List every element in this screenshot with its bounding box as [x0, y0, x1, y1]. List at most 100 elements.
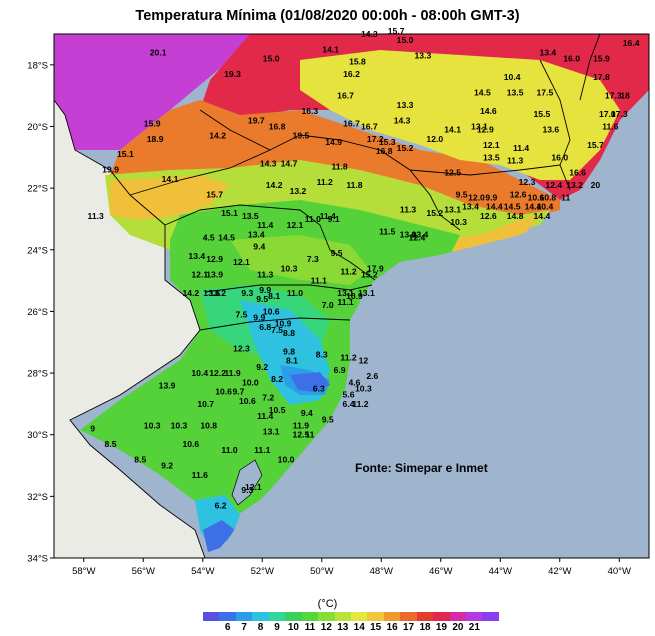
station-value: 17.0 — [599, 109, 616, 119]
station-value: 6.2 — [215, 501, 227, 511]
colorbar-swatch — [318, 612, 335, 621]
station-value: 17.5 — [537, 88, 554, 98]
station-value: 12.2 — [209, 368, 226, 378]
station-value: 18.9 — [147, 134, 164, 144]
station-value: 14.5 — [474, 88, 491, 98]
station-value: 8.5 — [105, 439, 117, 449]
station-value: 14.1 — [444, 125, 461, 135]
station-value: 13.4 — [462, 202, 479, 212]
station-value: 9.9 — [259, 285, 271, 295]
y-tick-label: 26°S — [27, 307, 48, 318]
station-value: 14.4 — [534, 211, 551, 221]
station-value: 15.0 — [263, 54, 280, 64]
station-value: 7.5 — [235, 309, 247, 319]
colorbar-swatch — [433, 612, 450, 621]
station-value: 11 — [305, 430, 314, 440]
station-value: 12.9 — [206, 254, 223, 264]
station-value: 4.5 — [203, 232, 215, 242]
colorbar-label: 15 — [370, 622, 382, 633]
station-value: 16.7 — [337, 91, 354, 101]
x-tick-label: 42°W — [548, 566, 571, 577]
colorbar-unit: (°C) — [317, 598, 338, 610]
colorbar-swatch — [268, 612, 286, 621]
station-value: 17.8 — [593, 72, 610, 82]
station-value: 9.8 — [283, 346, 295, 356]
axis-ticks: 58°W 56°W 54°W 52°W 50°W 48°W 46°W 44°W 42°W 40°W… — [27, 60, 631, 577]
station-value: 13.5 — [242, 211, 259, 221]
station-value: 12.5 — [293, 430, 310, 440]
station-value: 4.6 — [348, 377, 360, 387]
station-value: 5.6 — [343, 390, 355, 400]
station-value: 11.4 — [320, 211, 336, 221]
map-title: Temperatura Mínima (01/08/2020 00:00h - … — [135, 8, 520, 24]
colorbar-labels: 6 7 8 9 10 11 12 13 14 15 16 17 18 19 20 21 — [203, 622, 499, 636]
station-value: 7.2 — [262, 393, 274, 403]
colorbar-label: 12 — [320, 622, 332, 633]
station-value: 11.1 — [254, 445, 270, 455]
colorbar-label: 8 — [257, 622, 264, 633]
station-value: 16.6 — [569, 168, 586, 178]
station-value: 6.9 — [334, 365, 346, 375]
x-tick-label: 44°W — [489, 566, 512, 577]
station-value: 8.1 — [286, 356, 298, 366]
station-value: 9.4 — [253, 242, 265, 252]
station-value: 11.5 — [379, 226, 395, 236]
station-value: 20 — [591, 180, 601, 190]
station-value: 13.2 — [566, 180, 583, 190]
colorbar-swatch — [235, 612, 253, 621]
land-west — [54, 34, 205, 558]
station-value: 9.3 — [241, 288, 253, 298]
x-tick-label: 50°W — [310, 566, 333, 577]
station-value: 16.3 — [301, 106, 318, 116]
x-tick-label: 52°W — [251, 566, 274, 577]
station-value: 16.2 — [343, 69, 360, 79]
station-value: 10.8 — [539, 192, 556, 202]
station-value: 10.6 — [215, 387, 232, 397]
station-value: 15.1 — [117, 149, 134, 159]
station-value: 13.1 — [444, 205, 461, 215]
colorbar-swatch — [203, 612, 220, 621]
station-value: 15.0 — [397, 35, 414, 45]
station-value: 14.8 — [507, 211, 524, 221]
station-value: 13.3 — [415, 51, 432, 61]
station-value: 9.5 — [456, 189, 468, 199]
station-value: 14.1 — [162, 174, 179, 184]
station-value: 13.2 — [209, 288, 226, 298]
station-value: 11.3 — [257, 269, 273, 279]
station-value: 14.3 — [361, 29, 378, 39]
colorbar-swatch — [252, 612, 269, 621]
colorbar-swatch — [416, 612, 434, 621]
colorbar-swatch — [219, 612, 236, 621]
colorbar-label: 10 — [287, 622, 299, 633]
station-value: 14.9 — [325, 137, 342, 147]
station-value: 14.5 — [218, 232, 235, 242]
y-tick-label: 30°S — [27, 430, 48, 441]
station-value: 8.8 — [283, 328, 295, 338]
station-value: 12.1 — [483, 140, 500, 150]
station-value: 15.2 — [426, 208, 443, 218]
colorbar-swatch — [482, 612, 499, 621]
station-value: 10.6 — [182, 439, 199, 449]
y-tick-label: 34°S — [27, 554, 48, 565]
colorbar-label: 17 — [402, 622, 415, 633]
station-value: 14.5 — [504, 202, 521, 212]
station-value: 16.0 — [563, 54, 580, 64]
station-value: 15.9 — [144, 118, 161, 128]
station-value: 11.4 — [257, 411, 273, 421]
station-value: 12.1 — [191, 269, 208, 279]
colorbar-label: 6 — [224, 622, 231, 633]
station-value: 19.9 — [102, 165, 119, 175]
station-value: 12.0 — [468, 192, 485, 202]
station-value: 13.9 — [206, 269, 223, 279]
station-value: 15.2 — [361, 269, 378, 279]
colorbar-swatch — [383, 612, 401, 621]
station-value: 9.5 — [256, 294, 268, 304]
source-note: Fonte: Simepar e Inmet — [355, 461, 488, 475]
colorbar-label: 9 — [274, 622, 280, 633]
station-value: 8.3 — [316, 350, 328, 360]
station-value: 13.3 — [397, 100, 414, 110]
station-value: 16.7 — [343, 118, 360, 128]
station-value: 11.2 — [340, 266, 356, 276]
station-value: 11.3 — [88, 211, 104, 221]
station-value: 12.6 — [480, 211, 497, 221]
